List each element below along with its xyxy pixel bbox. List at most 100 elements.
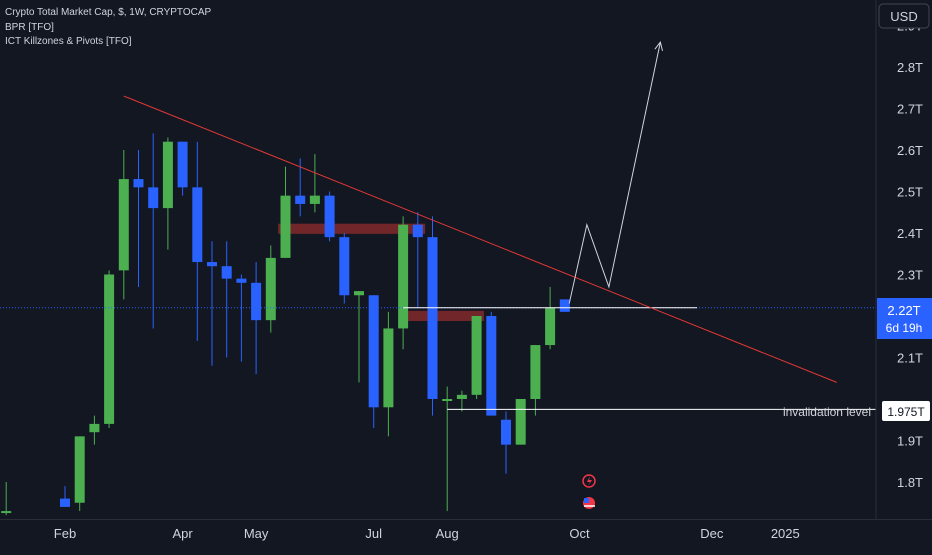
candle-35 — [559, 299, 570, 312]
bar-countdown: 6d 19h — [886, 321, 923, 335]
last-price-badge: 2.22T 6d 19h — [877, 298, 932, 339]
candle-body — [207, 262, 217, 267]
candle-body — [104, 274, 115, 424]
candle-body — [221, 266, 232, 279]
x-tick-label: Oct — [569, 526, 590, 541]
candle-7 — [148, 133, 159, 329]
candle-10 — [192, 141, 203, 341]
invalidation-label-group: invalidation level 1.975T — [783, 401, 930, 421]
candle-14 — [251, 262, 262, 375]
candle-15 — [265, 245, 276, 333]
y-tick-label: 2.1T — [897, 351, 923, 366]
candle-34 — [545, 286, 556, 350]
y-tick-label: 1.9T — [897, 434, 923, 449]
currency-button-bg[interactable] — [878, 3, 930, 29]
bpr-zone-0 — [278, 223, 426, 234]
candle-body — [559, 299, 570, 312]
candle-30 — [486, 311, 497, 416]
candle-body — [295, 195, 306, 204]
candle-16 — [280, 166, 291, 258]
candle-29 — [471, 316, 482, 399]
y-tick-label: 2.3T — [897, 268, 923, 283]
candle-body — [148, 187, 159, 209]
candle-body — [177, 141, 188, 188]
candle-body — [545, 307, 556, 346]
invalidation-badge — [882, 401, 930, 421]
candle-body — [236, 278, 247, 283]
candle-body — [74, 436, 85, 503]
candle-body — [398, 224, 409, 329]
invalidation-label: invalidation level — [783, 405, 871, 419]
candle-body — [89, 423, 100, 433]
candle-26 — [427, 216, 438, 416]
symbol-title[interactable]: Crypto Total Market Cap, $, 1W, CRYPTOCA… — [5, 7, 212, 18]
y-tick-label: 2.6T — [897, 143, 923, 158]
indicator-ict-killzones[interactable]: ICT Killzones & Pivots [TFO] — [5, 36, 132, 47]
arrow-head-icon — [654, 40, 663, 51]
trendline[interactable] — [123, 95, 837, 383]
candle-body — [515, 399, 526, 445]
last-price-value: 2.22T — [887, 303, 920, 318]
candle-body — [442, 399, 453, 401]
lightning-icon — [587, 476, 592, 486]
candle-28 — [456, 390, 467, 412]
candle-body — [486, 316, 497, 416]
candle-4 — [104, 270, 115, 429]
candle-24 — [398, 216, 409, 350]
candle-12 — [221, 241, 232, 358]
candle-11 — [207, 241, 217, 366]
currency-button-label[interactable]: USD — [890, 9, 917, 24]
x-tick-label: Aug — [436, 526, 459, 541]
x-tick-label: Jul — [365, 526, 382, 541]
candle-body — [530, 345, 541, 399]
candle-body — [427, 237, 438, 399]
candle-22 — [368, 295, 379, 429]
candle-body — [133, 179, 144, 188]
candle-body — [60, 498, 70, 507]
candle-body — [162, 141, 173, 209]
candle-body — [280, 195, 291, 258]
bpr-zones — [278, 223, 484, 321]
candle-19 — [324, 191, 335, 242]
candle-body — [324, 195, 335, 238]
x-tick-label: Apr — [172, 526, 193, 541]
y-tick-label: 2.7T — [897, 102, 923, 117]
candle-33 — [530, 345, 541, 416]
candle-body — [354, 291, 364, 296]
y-tick-label: 1.8T — [897, 475, 923, 490]
candle-9 — [177, 141, 188, 196]
indicator-bpr[interactable]: BPR [TFO] — [5, 22, 54, 33]
currency-button[interactable]: USD — [878, 3, 930, 29]
y-tick-label: 2.5T — [897, 185, 923, 200]
economic-event-icon[interactable] — [583, 497, 595, 509]
candle-3 — [89, 415, 100, 445]
candle-17 — [295, 158, 306, 217]
candle-21 — [354, 291, 364, 383]
chart-legend[interactable]: Crypto Total Market Cap, $, 1W, CRYPTOCA… — [5, 7, 212, 47]
us-flag-canton — [584, 498, 589, 503]
y-tick-label: 2.8T — [897, 60, 923, 75]
candle-13 — [236, 274, 247, 362]
candle-body — [251, 282, 262, 321]
candle-body — [339, 237, 350, 296]
candle-body — [412, 224, 423, 238]
projection-path[interactable] — [568, 41, 661, 304]
candle-body — [309, 195, 320, 204]
candles — [1, 133, 570, 516]
candle-8 — [162, 137, 173, 250]
lightning-event-icon[interactable] — [582, 474, 596, 488]
candle-23 — [383, 311, 394, 437]
y-tick-label: 2.4T — [897, 226, 923, 241]
candle-27 — [442, 386, 453, 512]
candle-0 — [1, 482, 12, 516]
candle-body — [501, 419, 511, 445]
candle-body — [192, 187, 203, 263]
invalidation-value: 1.975T — [887, 405, 925, 419]
candle-body — [118, 179, 129, 271]
candle-25 — [412, 212, 423, 308]
time-axis[interactable]: Feb Apr May Jul Aug Oct Dec 2025 — [54, 526, 800, 541]
candle-body — [1, 511, 12, 514]
candle-18 — [309, 154, 320, 213]
